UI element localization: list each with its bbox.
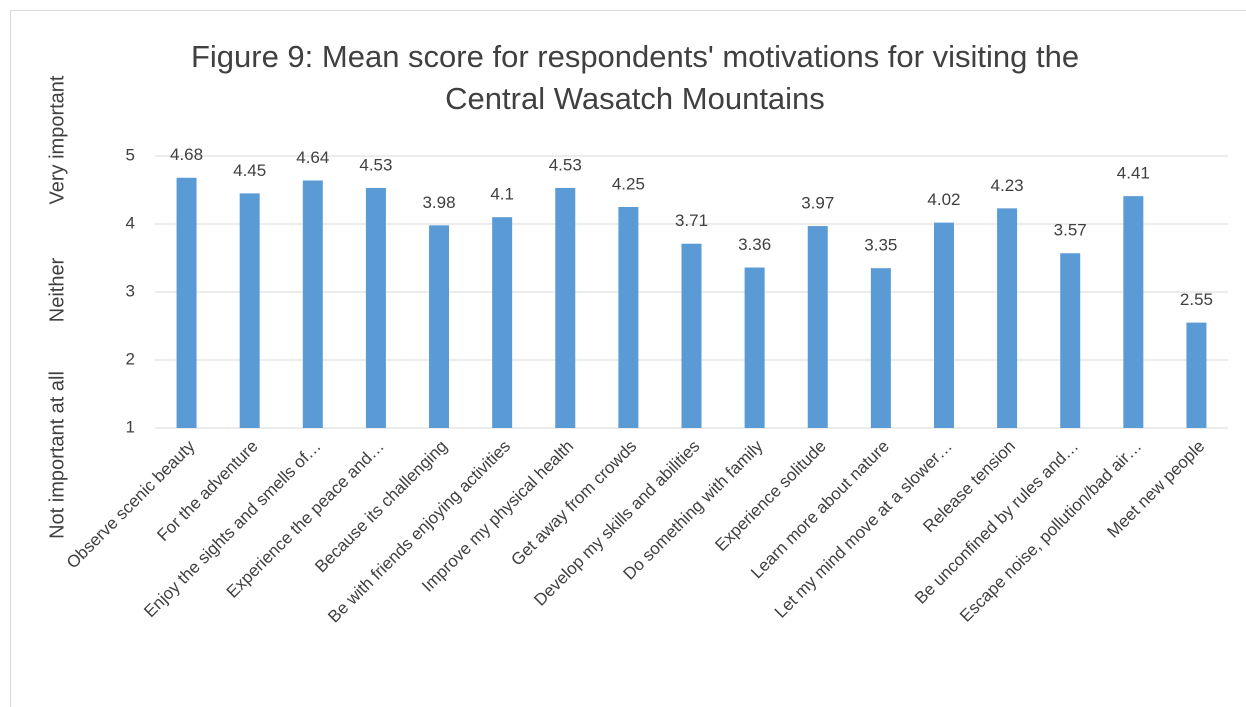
value-label: 4.45 [233,161,266,180]
y-axis-label: Not important at all [46,371,68,539]
value-label: 3.71 [675,211,708,230]
y-tick-label: 1 [126,417,135,436]
bar [1123,196,1144,428]
x-tick-label: Experience solitude [711,437,829,555]
value-label: 3.98 [422,193,455,212]
x-tick-label: Observe scenic beauty [63,436,199,572]
bar [618,207,639,428]
value-label: 4.53 [549,155,582,174]
value-label: 4.25 [612,174,645,193]
bar [239,193,260,428]
bar [176,177,197,428]
value-label: 2.55 [1180,290,1213,309]
value-label: 4.41 [1117,164,1150,183]
bar [555,187,576,428]
value-label: 3.36 [738,235,771,254]
x-tick-label: Get away from crowds [507,437,640,570]
bar [933,222,954,428]
value-label: 4.53 [359,155,392,174]
bar [681,243,702,428]
chart-title: Figure 9: Mean score for respondents' mo… [190,39,1080,116]
chart-border [10,10,1246,707]
y-axis-label: Neither [46,257,68,322]
y-tick-label: 5 [126,145,135,164]
y-axis-label: Very important [46,75,68,204]
y-tick-label: 3 [126,281,135,300]
bar [744,267,765,428]
bar [365,187,386,428]
value-label: 4.68 [170,145,203,164]
y-tick-label: 4 [126,213,135,232]
bar [997,208,1018,428]
value-label: 3.97 [801,194,834,213]
value-label: 3.35 [864,236,897,255]
value-label: 4.02 [927,190,960,209]
value-label: 4.64 [296,148,329,167]
bar [1186,322,1207,428]
bar [807,226,828,428]
y-tick-label: 2 [126,349,135,368]
bar [429,225,450,428]
bar [492,217,513,428]
bar [870,268,891,428]
value-label: 4.1 [490,185,514,204]
bar [302,180,323,428]
value-label: 3.57 [1054,221,1087,240]
value-label: 4.23 [991,176,1024,195]
bar [1060,253,1081,428]
